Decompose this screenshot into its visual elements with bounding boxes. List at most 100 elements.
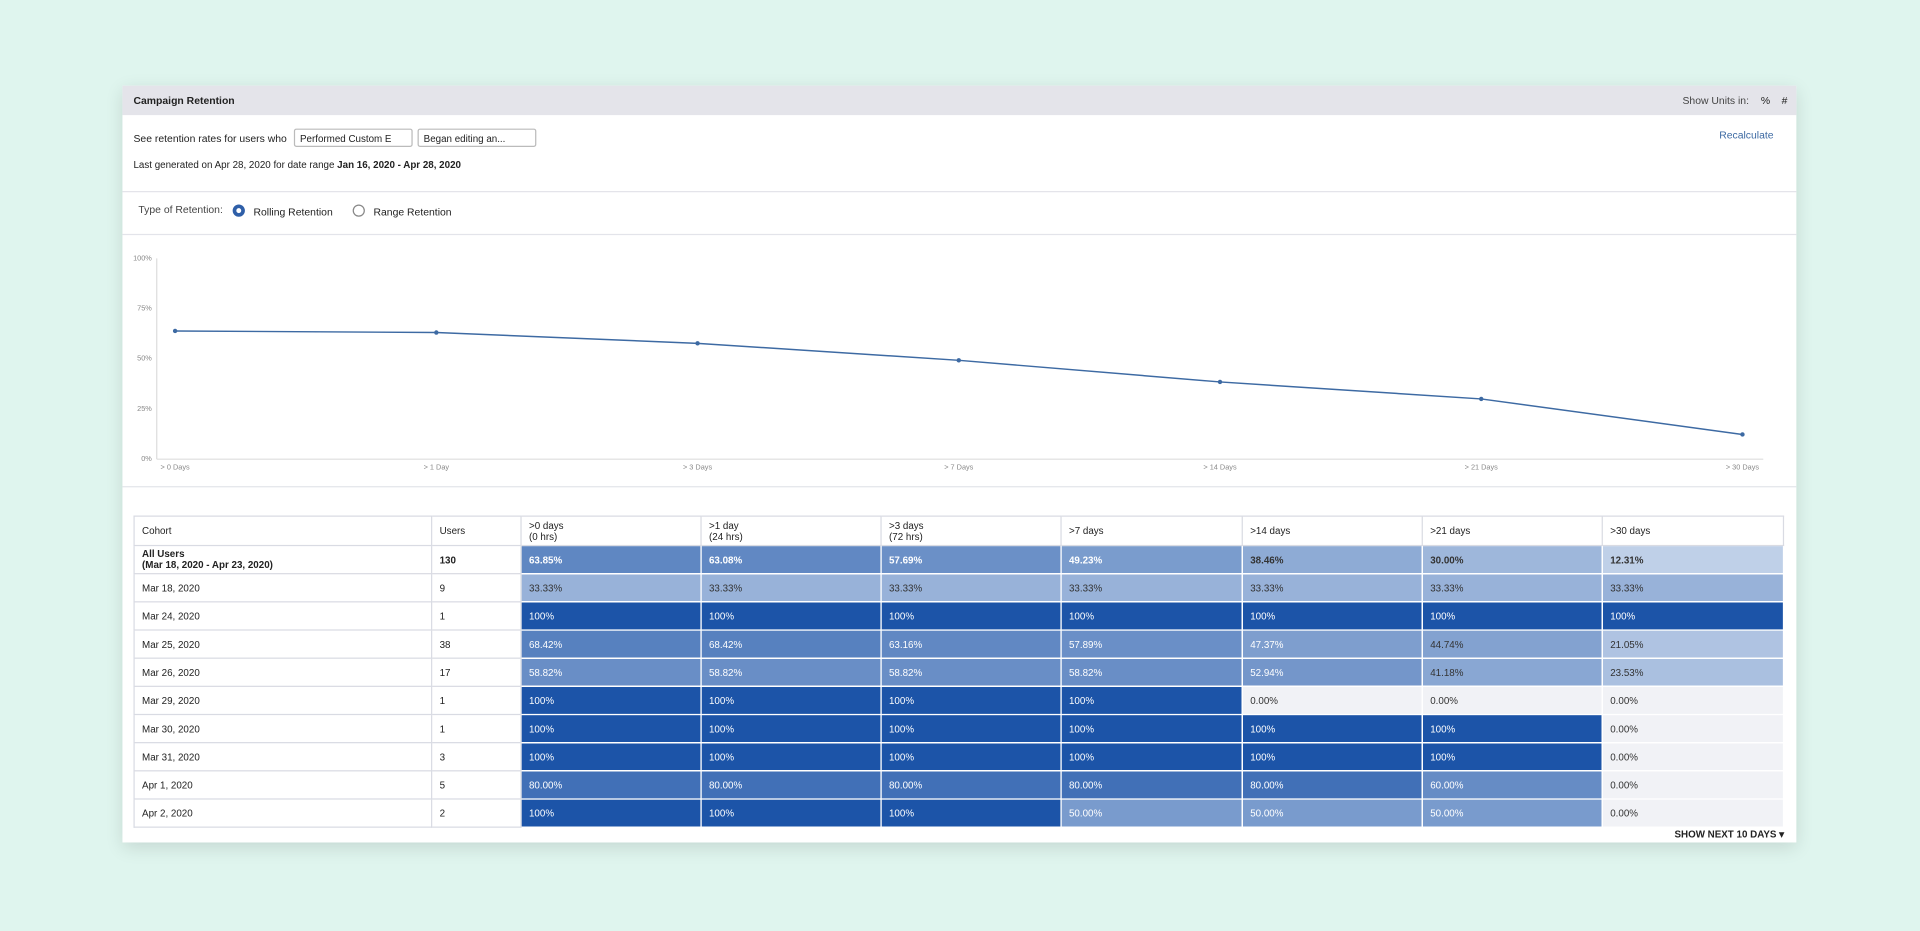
radio[interactable] [352,204,365,217]
retention-cell: 100% [1421,713,1603,744]
event-select[interactable]: Performed Custom E [293,128,413,147]
column-label-sub: (72 hrs) [888,530,923,542]
retention-cell: 0.00% [1601,685,1785,716]
cohort-cell: Mar 26, 2020 [133,657,433,687]
retention-cell: 38.46% [1241,544,1423,575]
retention-cell: 100% [1241,713,1423,744]
x-tick-label: > 21 Days [1465,463,1499,472]
users-cell: 5 [431,770,522,800]
retention-cell: 80.00% [1241,770,1423,800]
event-select[interactable]: Began editing an... [417,128,537,147]
cohort: Mar 24, 2020 [142,610,200,622]
retention-cell: 21.05% [1601,629,1785,659]
y-tick-label: 75% [137,304,152,313]
line [175,330,1743,436]
retention-cell: 50.00% [1241,798,1423,828]
retention-cell: 80.00% [700,770,882,800]
cohort: All Users [142,548,185,560]
cohort-cell: All Users (Mar 18, 2020 - Apr 23, 2020) [133,544,433,575]
retention-cell: 44.74% [1421,629,1603,659]
retention-cell: 50.00% [1060,798,1243,828]
retention-cell: 100% [520,601,702,631]
retention-cell: 50.00% [1421,798,1603,828]
generated-prefix: Last generated on Apr 28, 2020 for date … [133,159,335,171]
column-label: Users [439,525,466,537]
retention-cell: 0.00% [1601,770,1785,800]
unit-percent[interactable]: % [1760,94,1771,107]
retention-cell: 100% [700,742,882,772]
users-cell: 9 [431,573,522,603]
show-next[interactable]: SHOW NEXT 10 DAYS ▾ [1674,828,1785,841]
retention-cell: 12.31% [1601,544,1785,575]
retention-cell: 100% [700,601,882,631]
retention-cell: 63.08% [700,544,882,575]
users-cell: 3 [431,742,522,772]
retention-cell: 100% [1060,685,1243,716]
table-row: Mar 31, 2020 3 100% 100% 100% 100% 100% 100% 0.0… [133,742,1785,772]
retention-cell: 0.00% [1601,713,1785,744]
retention-cell: 33.33% [1241,573,1423,603]
point [695,341,700,346]
column-header: >3 days (72 hrs) [880,515,1062,547]
recalculate[interactable]: Recalculate [1719,128,1774,141]
radio-selected[interactable] [232,204,245,217]
unit-count[interactable]: # [1781,94,1788,107]
show-next-label[interactable]: SHOW NEXT 10 DAYS [1674,828,1777,841]
header-row: Cohort Users >0 days (0 hrs) >1 day (24 hrs) >… [133,515,1785,547]
generated-text: Last generated on Apr 28, 2020 for date … [133,159,461,170]
retention-cell: 100% [700,685,882,716]
title: Campaign Retention [133,94,235,107]
y-tick-label: 25% [137,404,152,413]
cohort-cell: Mar 29, 2020 [133,685,433,716]
users-cell: 38 [431,629,522,659]
retention-cell: 68.42% [520,629,702,659]
retention-cell: 80.00% [520,770,702,800]
cohort-cell: Mar 31, 2020 [133,742,433,772]
retention-cell: 100% [520,798,702,828]
retention-cell: 58.82% [880,657,1062,687]
radio-label[interactable]: Rolling Retention [253,205,333,218]
table-row: Mar 26, 2020 17 58.82% 58.82% 58.82% 58.82% 52… [133,657,1785,687]
table-row: Mar 25, 2020 38 68.42% 68.42% 63.16% 57.89% 47… [133,629,1785,659]
column-header: >1 day (24 hrs) [700,515,882,547]
retention-cell: 58.82% [1060,657,1243,687]
retention-cell: 0.00% [1601,798,1785,828]
x-tick-label: > 7 Days [944,463,973,472]
point [956,358,961,363]
retention-label: Type of Retention: [138,203,223,216]
retention-cell: 33.33% [520,573,702,603]
retention-cell: 33.33% [700,573,882,603]
column-label: >21 days [1430,525,1471,537]
retention-cell: 0.00% [1421,685,1603,716]
retention-cell: 41.18% [1421,657,1603,687]
cohort-cell: Mar 18, 2020 [133,573,433,603]
retention-cell: 33.33% [880,573,1062,603]
table-row: Mar 29, 2020 1 100% 100% 100% 100% 0.00% 0.00% 0… [133,685,1785,716]
radio-label[interactable]: Range Retention [373,205,452,218]
retention-cell: 68.42% [700,629,882,659]
retention-cell: 100% [520,713,702,744]
cohort: Apr 2, 2020 [142,807,193,819]
retention-cell: 80.00% [1060,770,1243,800]
header-bar [122,85,1797,116]
retention-cell: 30.00% [1421,544,1603,575]
column-label: >30 days [1610,525,1651,537]
cohort-cell: Apr 2, 2020 [133,798,433,828]
y-tick-label: 50% [137,354,152,363]
cohort: Mar 26, 2020 [142,666,200,678]
retention-cell: 100% [1241,601,1423,631]
column-header: Users [431,515,522,547]
separator [122,233,1797,236]
retention-cell: 100% [880,685,1062,716]
cohort-sub: (Mar 18, 2020 - Apr 23, 2020) [142,559,273,571]
point [1217,379,1223,385]
retention-cell: 33.33% [1060,573,1243,603]
date-range: Jan 16, 2020 - Apr 28, 2020 [337,159,461,171]
retention-cell: 100% [1421,742,1603,772]
table-row: Mar 18, 2020 9 33.33% 33.33% 33.33% 33.33% 33.… [133,573,1785,603]
users-cell: 130 [431,544,522,575]
retention-cell: 100% [880,601,1062,631]
retention-cell: 100% [880,713,1062,744]
column-label: Cohort [142,525,172,537]
